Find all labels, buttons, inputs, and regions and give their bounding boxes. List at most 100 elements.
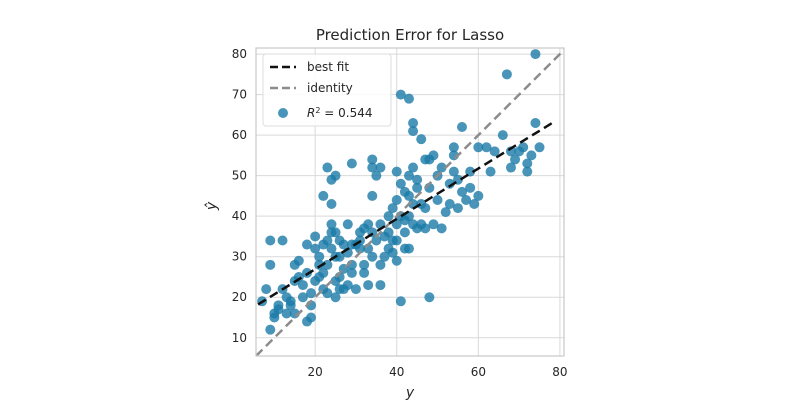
data-point [505, 162, 516, 173]
data-point [261, 284, 272, 295]
data-point [403, 93, 414, 104]
data-point [330, 227, 341, 238]
data-point [314, 251, 325, 262]
data-points [257, 49, 545, 335]
best-fit-line [257, 122, 553, 306]
data-point [375, 259, 386, 270]
data-point [395, 178, 406, 189]
data-point [391, 166, 402, 177]
legend-box [262, 53, 392, 127]
data-point [408, 126, 419, 137]
data-point [330, 170, 341, 181]
data-point [403, 243, 414, 254]
data-point [485, 166, 496, 177]
data-point [428, 219, 439, 230]
data-point [306, 288, 317, 299]
y-tick-label: 50 [232, 169, 247, 183]
plot-area: 20 40 60 80 10 20 30 40 50 60 70 80 [232, 47, 568, 379]
data-point [530, 49, 541, 60]
data-point [408, 117, 419, 128]
data-point [440, 207, 451, 218]
chart-title: Prediction Error for Lasso [316, 26, 504, 44]
identity-line [256, 48, 564, 356]
x-axis-label: y [405, 385, 415, 400]
data-point [338, 239, 349, 250]
data-point [322, 259, 333, 270]
x-tick-label: 40 [389, 365, 404, 379]
data-point [444, 178, 455, 189]
data-point [359, 259, 370, 270]
data-point [473, 190, 484, 201]
data-point [371, 235, 382, 246]
data-point [375, 280, 386, 291]
data-point [432, 194, 443, 205]
data-point [457, 186, 468, 197]
data-point [359, 267, 370, 278]
data-point [322, 235, 333, 246]
data-point [265, 235, 276, 246]
data-point [420, 203, 431, 214]
data-point [281, 308, 292, 319]
data-point [326, 199, 337, 210]
data-point [346, 158, 357, 169]
data-point [481, 142, 492, 153]
legend-label-r2: R2 = 0.544 [307, 106, 372, 121]
y-tick-label: 40 [232, 209, 247, 223]
y-axis-label: ŷ [204, 201, 220, 211]
data-point [510, 154, 521, 165]
data-point [318, 267, 329, 278]
plot-frame [255, 47, 565, 357]
data-point [326, 219, 337, 230]
data-point [342, 219, 353, 230]
data-point [518, 142, 529, 153]
data-point [383, 211, 394, 222]
data-point [265, 259, 276, 270]
y-tick-label: 70 [232, 88, 247, 102]
data-point [306, 312, 317, 323]
data-point [444, 199, 455, 210]
data-point [301, 239, 312, 250]
data-point [416, 134, 427, 145]
y-tick-label: 30 [232, 250, 247, 264]
y-tick-label: 20 [232, 290, 247, 304]
data-point [465, 182, 476, 193]
data-point [277, 235, 288, 246]
data-point [530, 117, 541, 128]
data-point [408, 162, 419, 173]
data-point [310, 243, 321, 254]
data-point [489, 146, 500, 157]
data-point [412, 174, 423, 185]
data-point [391, 255, 402, 266]
data-point [387, 247, 398, 258]
data-point [293, 255, 304, 266]
data-point [375, 162, 386, 173]
data-point [452, 203, 463, 214]
data-point [497, 130, 508, 141]
data-point [534, 142, 545, 153]
data-point [436, 162, 447, 173]
data-point [334, 251, 345, 262]
data-point [265, 324, 276, 335]
data-point [469, 199, 480, 210]
data-point [350, 284, 361, 295]
x-tick-label: 60 [471, 365, 486, 379]
y-tick-label: 80 [232, 47, 247, 61]
data-point [383, 227, 394, 238]
data-point [318, 190, 329, 201]
data-point [403, 190, 414, 201]
data-point [363, 280, 374, 291]
data-point [371, 170, 382, 181]
data-point [424, 292, 435, 303]
legend-swatch-points [278, 108, 288, 118]
data-point [330, 292, 341, 303]
data-point [367, 190, 378, 201]
data-point [387, 203, 398, 214]
data-point [326, 243, 337, 254]
data-point [273, 304, 284, 315]
data-point [322, 288, 333, 299]
legend-label-identity: identity [307, 81, 353, 95]
data-point [346, 267, 357, 278]
data-point [391, 194, 402, 205]
data-point [522, 158, 533, 169]
data-point [297, 292, 308, 303]
